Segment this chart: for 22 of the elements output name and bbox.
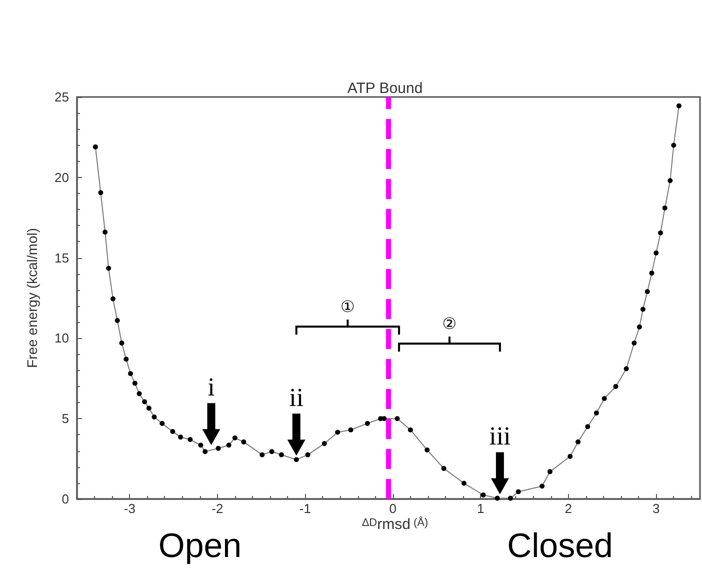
annotation: ② — [442, 314, 457, 334]
y-tick-label: 0 — [62, 492, 69, 506]
annotation: iii — [489, 422, 511, 451]
x-tick-label: -2 — [212, 501, 224, 516]
x-tick-label: -3 — [124, 501, 136, 516]
annotation: ① — [340, 297, 355, 316]
y-tick-label: 5 — [62, 411, 69, 426]
chart-title: ATP Bound — [347, 80, 423, 97]
x-tick-label: 3 — [652, 501, 660, 516]
x-tick-label: 1 — [477, 501, 484, 516]
annotation: ii — [289, 383, 304, 412]
text: Closed — [507, 527, 613, 565]
y-axis-title: Free energy (kcal/mol) — [24, 228, 40, 368]
y-tick-label: 25 — [54, 90, 69, 104]
y-tick-label: 15 — [54, 250, 69, 266]
x-tick-label: 2 — [564, 501, 572, 516]
x-tick-label: 0 — [389, 501, 397, 516]
y-tick-label: 10 — [54, 330, 69, 346]
annotation: i — [208, 372, 215, 402]
text: Open — [158, 527, 242, 565]
y-tick-label: 20 — [54, 170, 69, 185]
x-tick-label: -1 — [299, 501, 311, 516]
